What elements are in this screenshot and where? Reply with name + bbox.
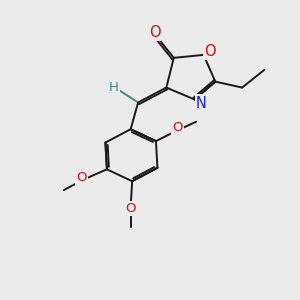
Text: H: H bbox=[109, 81, 119, 94]
Text: O: O bbox=[148, 25, 160, 40]
Text: O: O bbox=[172, 121, 183, 134]
Text: O: O bbox=[125, 202, 136, 215]
Text: O: O bbox=[204, 44, 216, 59]
Text: O: O bbox=[76, 171, 87, 184]
Text: N: N bbox=[196, 95, 207, 110]
